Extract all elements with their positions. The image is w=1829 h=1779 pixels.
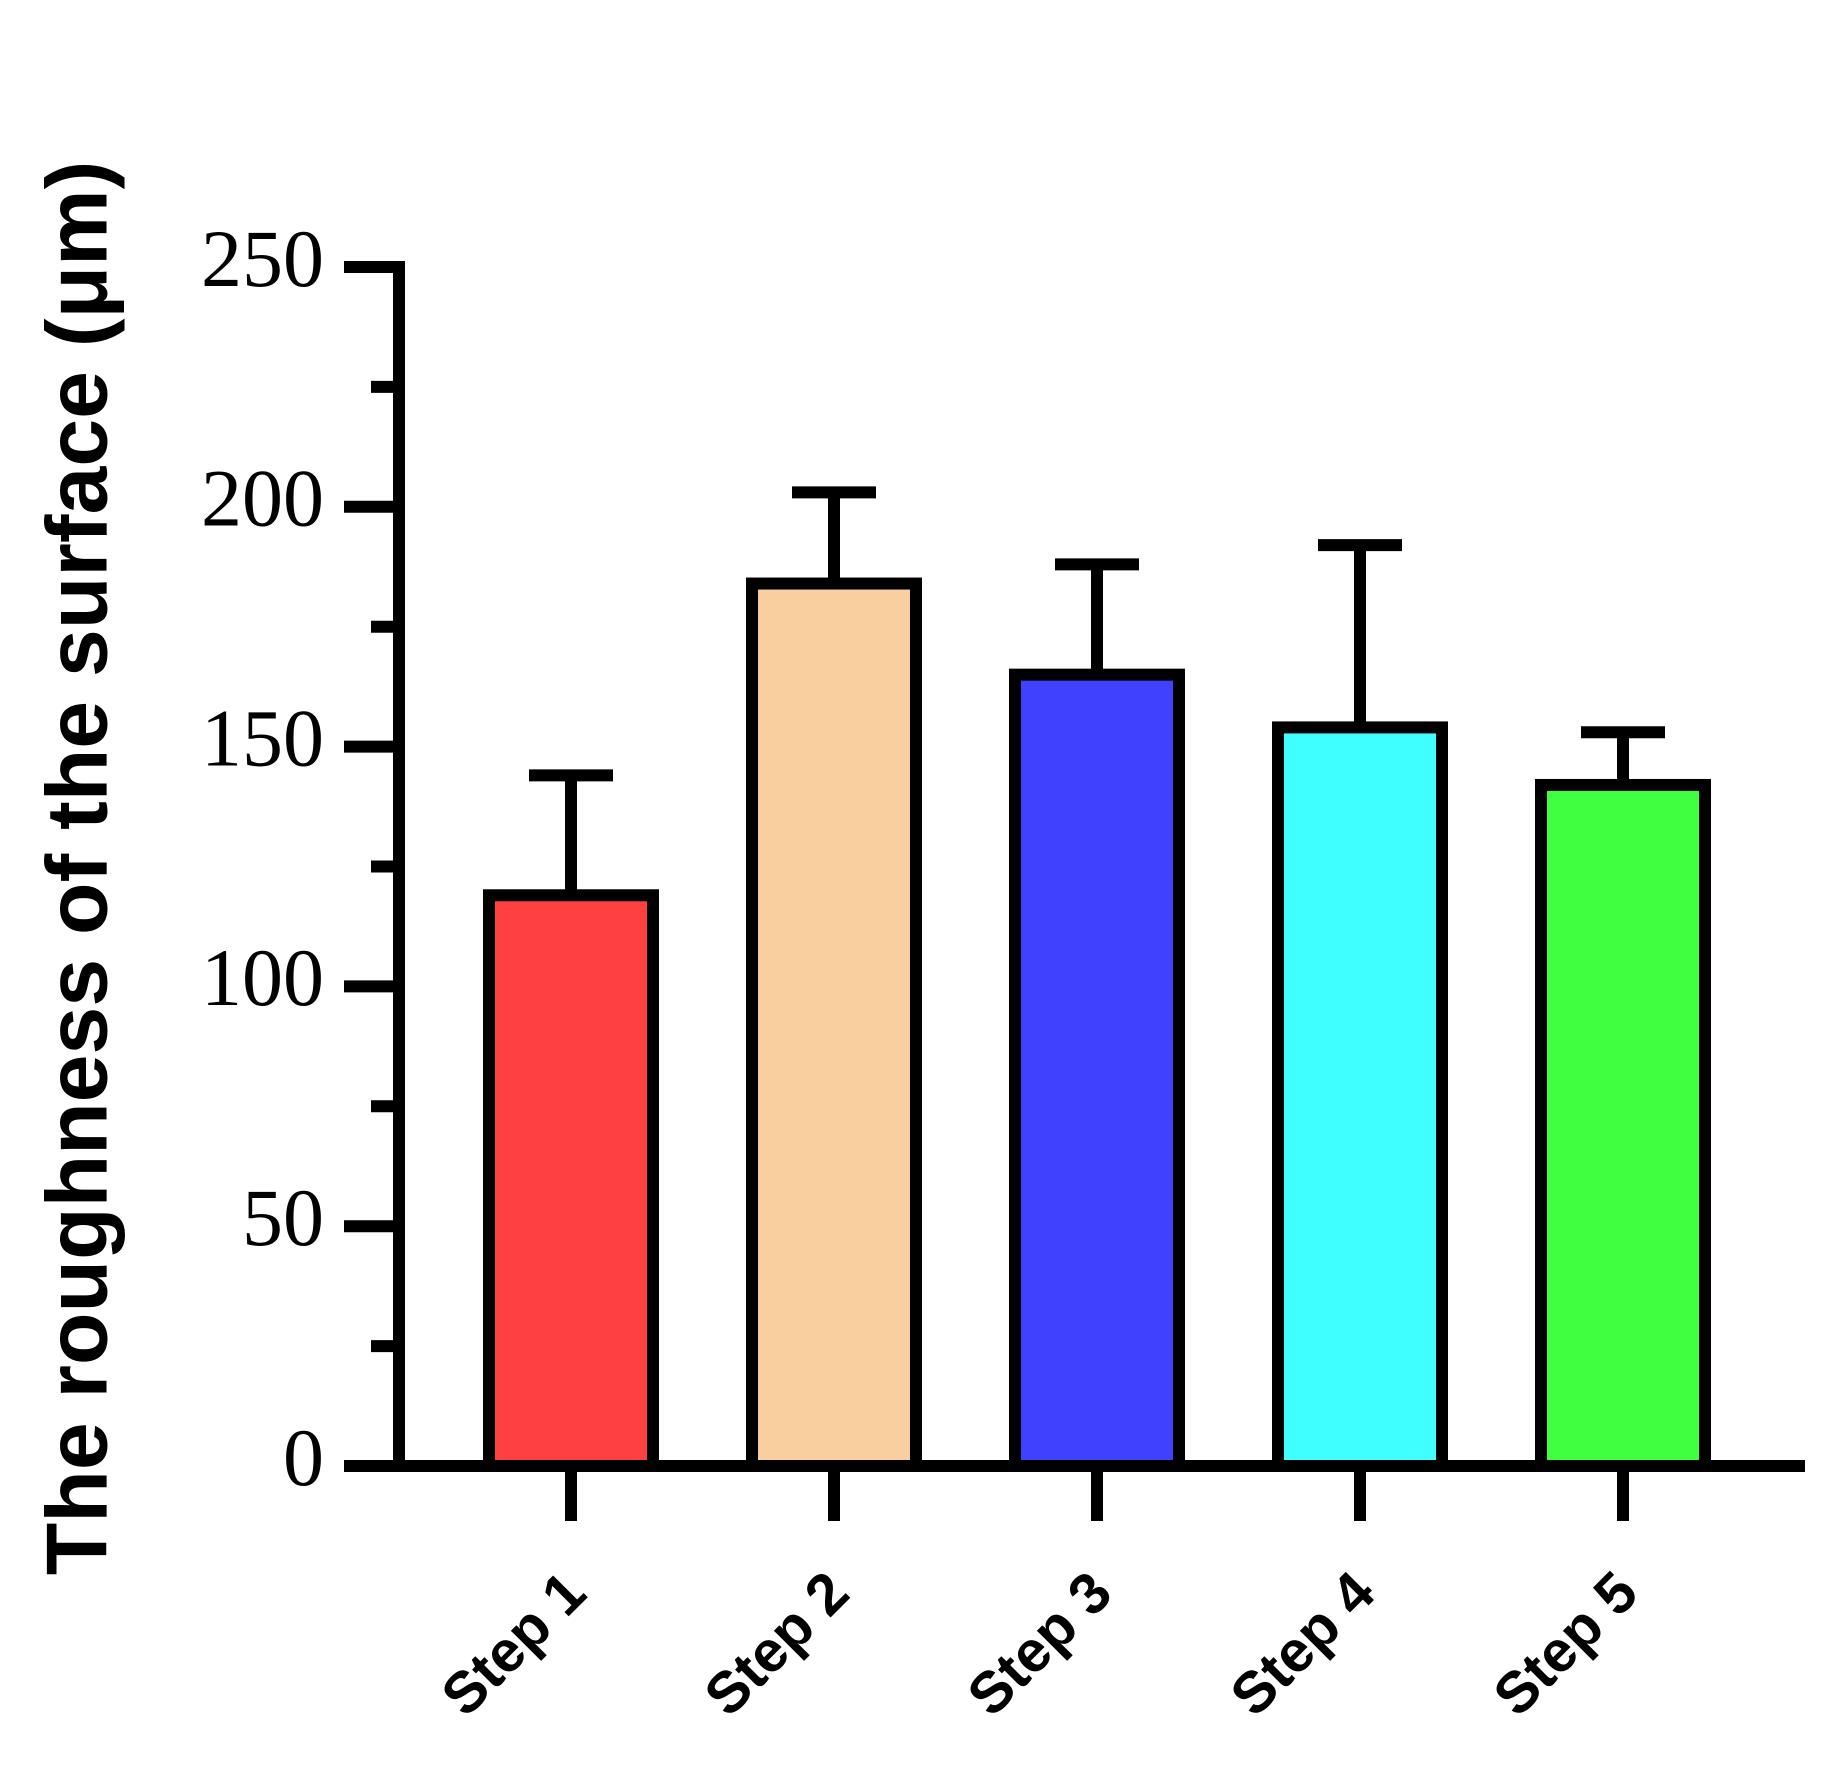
x-tick-label: Step 1 xyxy=(429,1559,598,1728)
y-tick-label: 0 xyxy=(283,1412,324,1503)
y-axis-label: The roughness of the surface (μm) xyxy=(30,161,126,1575)
y-tick-label: 200 xyxy=(201,453,324,544)
y-tick-label: 50 xyxy=(242,1172,324,1263)
bar xyxy=(1009,668,1185,1472)
x-tick-label: Step 5 xyxy=(1481,1559,1650,1728)
bar xyxy=(1272,721,1448,1472)
x-tick-label: Step 4 xyxy=(1218,1559,1387,1728)
bar xyxy=(746,577,922,1472)
x-tick-label: Step 2 xyxy=(692,1559,861,1728)
bar xyxy=(1535,778,1711,1472)
y-tick-label: 150 xyxy=(201,692,324,783)
bar xyxy=(483,889,659,1472)
x-tick-label: Step 3 xyxy=(955,1559,1124,1728)
y-tick-label: 250 xyxy=(201,213,324,304)
y-tick-label: 100 xyxy=(201,932,324,1023)
